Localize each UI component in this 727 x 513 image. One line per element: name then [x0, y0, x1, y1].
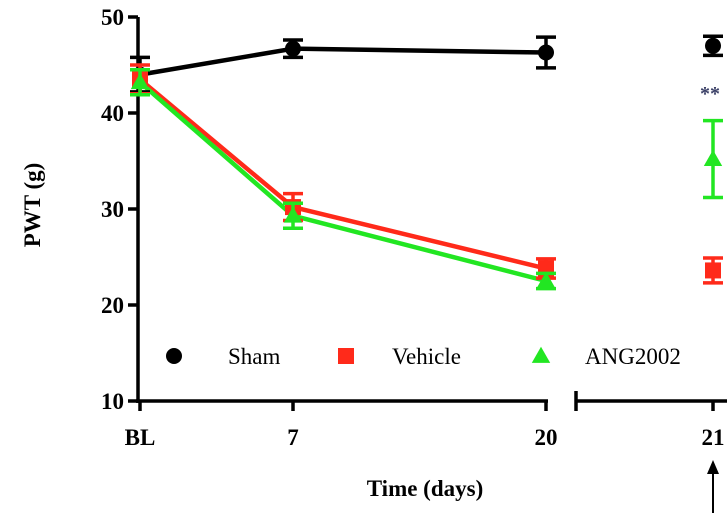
- x-tick-label: BL: [125, 425, 156, 450]
- y-tick-label: 10: [101, 389, 124, 414]
- data-point: [705, 262, 721, 279]
- legend-label: Sham: [228, 344, 281, 369]
- x-axis-title: Time (days): [367, 476, 484, 501]
- series-line: [139, 46, 547, 77]
- series-layer: [138, 46, 547, 284]
- data-point: [130, 73, 150, 90]
- data-point: [705, 37, 721, 54]
- series-line: [138, 77, 547, 271]
- axes: 10 20 30 40 50 BL 7 20 21: [101, 5, 727, 450]
- x-tick-label: 7: [287, 425, 299, 450]
- marks-layer: [130, 34, 723, 291]
- arrow-head: [707, 460, 719, 474]
- data-point: [285, 40, 301, 57]
- data-point: [283, 206, 303, 223]
- legend: Sham Vehicle ANG2002: [166, 344, 681, 369]
- legend-label: Vehicle: [392, 344, 461, 369]
- y-tick-label: 30: [101, 197, 124, 222]
- y-tick-label: 50: [101, 5, 124, 30]
- data-point: [536, 271, 556, 288]
- data-point: [166, 348, 182, 364]
- y-tick-label: 20: [101, 293, 124, 318]
- data-point: [538, 44, 554, 61]
- data-point: [703, 149, 723, 166]
- series-line: [138, 80, 547, 284]
- significance-label: **: [700, 83, 720, 105]
- data-point: [338, 348, 354, 364]
- y-axis-title: PWT (g): [20, 163, 45, 248]
- x-tick-label: 20: [535, 425, 558, 450]
- arrow-up-icon: [707, 460, 719, 513]
- data-point: [531, 346, 551, 363]
- y-tick-label: 40: [101, 101, 124, 126]
- x-tick-label: 21: [702, 425, 725, 450]
- legend-label: ANG2002: [585, 344, 681, 369]
